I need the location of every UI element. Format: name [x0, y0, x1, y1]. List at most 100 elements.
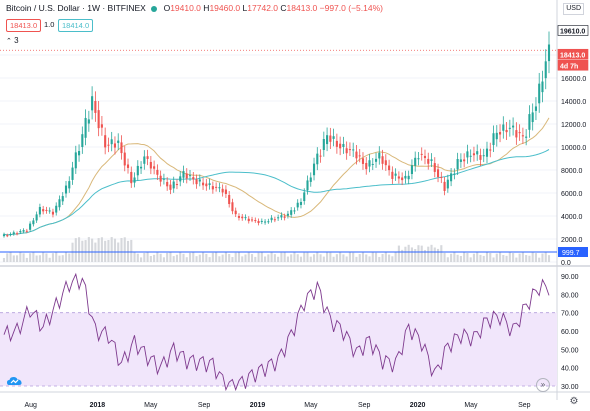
candle-body — [417, 158, 420, 160]
volume-bar — [120, 238, 123, 262]
indicators-toggle[interactable]: ⌃ 3 — [6, 36, 19, 45]
candle-body — [430, 159, 433, 161]
volume-bar — [420, 245, 423, 262]
candle-body — [394, 173, 397, 176]
time-tick-label: May — [464, 402, 478, 409]
candle-body — [538, 83, 541, 104]
candle-body — [228, 195, 231, 205]
volume-bar — [257, 252, 260, 262]
candle-body — [469, 155, 472, 157]
candle-body — [489, 149, 492, 151]
candle-body — [312, 163, 316, 176]
candle-body — [264, 221, 267, 223]
volume-bar — [544, 252, 547, 262]
volume-bar — [35, 255, 38, 262]
size-box[interactable]: 1.0 — [44, 20, 55, 29]
volume-bar — [267, 254, 270, 262]
volume-bar — [2, 258, 6, 262]
rsi-tick-label: 80.00 — [561, 292, 579, 299]
tradingview-logo-icon[interactable] — [6, 375, 23, 388]
volume-bar — [459, 256, 462, 262]
chevron-double-right-icon[interactable]: » — [536, 378, 550, 392]
volume-bar — [410, 247, 413, 262]
candle-body — [231, 202, 234, 212]
candle-body — [371, 163, 374, 165]
ma-box[interactable]: 18414.0 — [58, 19, 94, 32]
volume-bar — [365, 254, 368, 262]
volume-bar — [172, 256, 175, 262]
price-box[interactable]: 18413.0 — [6, 19, 42, 32]
volume-bar — [68, 253, 71, 262]
volume-bar — [136, 253, 139, 262]
candle-body — [250, 219, 254, 221]
candle-body — [218, 187, 221, 189]
time-tick-label: Aug — [24, 402, 37, 409]
candle-body — [15, 233, 19, 235]
candle-body — [84, 117, 87, 138]
candle-body — [482, 155, 485, 157]
gear-icon[interactable]: ⚙ — [569, 396, 579, 407]
candle-body — [234, 210, 237, 215]
volume-bar — [427, 246, 430, 262]
candle-body — [35, 214, 38, 221]
candle-body — [12, 232, 15, 235]
ma-short-line — [3, 117, 550, 236]
high-price-badge-text: 19610.0 — [560, 28, 585, 35]
candle-body — [19, 231, 22, 233]
volume-bar — [547, 255, 551, 262]
currency-label[interactable]: USD — [563, 3, 584, 15]
volume-bar — [264, 256, 267, 262]
price-tick-label: 16000.0 — [561, 76, 586, 83]
time-tick-label: Sep — [518, 402, 531, 409]
volume-bar — [531, 252, 534, 262]
candle-body — [215, 186, 218, 188]
volume-bar — [100, 237, 103, 262]
candle-body — [397, 176, 400, 179]
candle-body — [476, 151, 479, 155]
volume-bar — [430, 244, 433, 262]
moving-averages — [0, 49, 557, 253]
candle-body — [68, 181, 71, 189]
candle-body — [224, 189, 227, 194]
volume-bar — [293, 252, 296, 262]
candle-body — [22, 230, 25, 232]
candle-body — [502, 124, 505, 131]
volume-bar — [401, 249, 404, 262]
last-price-badge-text: 18413.0 — [560, 52, 585, 59]
volume-bar — [110, 237, 113, 262]
candle-body — [342, 143, 345, 147]
volume-bar — [361, 252, 365, 262]
candle-body — [404, 175, 407, 179]
countdown-badge-text: 4d 7h — [560, 63, 578, 70]
candle-body — [495, 132, 498, 140]
close-label: C — [280, 3, 287, 13]
candle-body — [531, 112, 534, 123]
volume-bar — [32, 252, 35, 262]
candle-body — [498, 132, 502, 135]
volume-bar — [61, 255, 64, 262]
volume-bar — [378, 256, 381, 262]
candle-body — [244, 217, 247, 219]
volume-bar — [433, 247, 436, 262]
volume-bar — [479, 254, 482, 262]
candle-body — [492, 133, 495, 146]
candle-body — [339, 143, 342, 149]
candle-body — [440, 177, 443, 179]
volume-bar — [339, 252, 342, 262]
candle-body — [534, 106, 538, 111]
candle-body — [211, 186, 214, 190]
candle-body — [260, 220, 263, 222]
candle-body — [420, 153, 423, 155]
volume-bar — [329, 252, 332, 262]
candle-body — [521, 135, 524, 137]
candle-body — [286, 213, 289, 216]
volume-bar — [309, 256, 312, 262]
candle-body — [81, 134, 84, 147]
candle-body — [407, 175, 410, 180]
candle-body — [247, 218, 250, 222]
volume-bar — [518, 253, 521, 262]
volume-bar — [45, 253, 48, 262]
symbol-title[interactable]: Bitcoin / U.S. Dollar · 1W · BITFINEX — [6, 3, 146, 13]
volume-bar — [153, 254, 156, 262]
